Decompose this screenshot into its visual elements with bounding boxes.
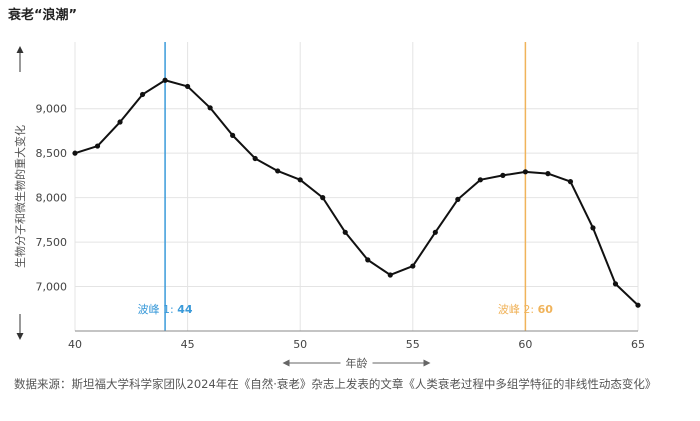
data-series <box>72 77 641 308</box>
data-point <box>275 168 281 174</box>
tick-labels: 7,000 7,500 8,000 8,500 9,000 40 45 50 55 60 65 <box>36 103 646 351</box>
data-point <box>297 177 303 183</box>
y-arrowhead-down <box>16 333 24 340</box>
data-point <box>500 172 506 178</box>
peak-label-text: 波峰 2: <box>498 303 538 316</box>
data-point <box>139 91 146 98</box>
y-arrowhead-up <box>16 46 24 53</box>
y-tick-label: 9,000 <box>36 103 68 116</box>
data-point <box>455 196 461 202</box>
data-point <box>72 150 78 156</box>
axis-labels: 年龄 生物分子和微生物的重大变化 <box>13 46 431 370</box>
gridlines <box>74 42 639 331</box>
x-tick-label: 55 <box>406 338 420 351</box>
data-point <box>342 229 348 235</box>
peak-label-value: 44 <box>177 303 193 316</box>
data-point <box>410 263 416 269</box>
peak-label-text: 波峰 1: <box>138 303 178 316</box>
data-point <box>387 272 393 278</box>
data-point <box>432 229 438 235</box>
x-tick-label: 45 <box>181 338 195 351</box>
x-tick-label: 40 <box>68 338 82 351</box>
peak-label: 波峰 1: 44 <box>138 303 193 316</box>
data-point <box>162 77 168 83</box>
data-point <box>635 302 641 308</box>
data-point <box>185 83 191 90</box>
data-point <box>252 155 258 162</box>
y-tick-label: 7,000 <box>36 281 68 294</box>
data-point <box>207 105 213 111</box>
x-tick-label: 50 <box>293 338 307 351</box>
data-point <box>590 225 596 231</box>
x-arrowhead-right <box>423 359 431 367</box>
data-point <box>320 195 326 201</box>
data-point <box>365 257 371 263</box>
data-point <box>612 281 619 287</box>
data-point <box>522 169 529 175</box>
y-tick-label: 8,000 <box>36 192 68 205</box>
source-note: 数据来源：斯坦福大学科学家团队2024年在《自然·衰老》杂志上发表的文章《人类衰… <box>14 377 657 391</box>
series-line <box>74 79 639 306</box>
peak-label: 波峰 2: 60 <box>498 303 553 316</box>
x-axis-label: 年龄 <box>346 356 368 370</box>
peak-label-value: 60 <box>538 303 554 316</box>
y-axis-label: 生物分子和微生物的重大变化 <box>13 125 27 268</box>
data-point <box>477 177 483 183</box>
peak-markers: 波峰 1: 44 波峰 2: 60 <box>138 42 553 331</box>
y-tick-label: 7,500 <box>36 236 68 249</box>
x-tick-label: 60 <box>518 338 532 351</box>
chart-title: 衰老“浪潮” <box>8 8 78 23</box>
x-tick-label: 65 <box>631 338 645 351</box>
data-point <box>230 132 236 138</box>
y-tick-label: 8,500 <box>36 147 68 160</box>
x-arrowhead-left <box>282 359 290 367</box>
data-point <box>567 179 574 185</box>
data-point <box>545 171 551 177</box>
data-point <box>117 119 123 125</box>
data-point <box>94 143 101 149</box>
